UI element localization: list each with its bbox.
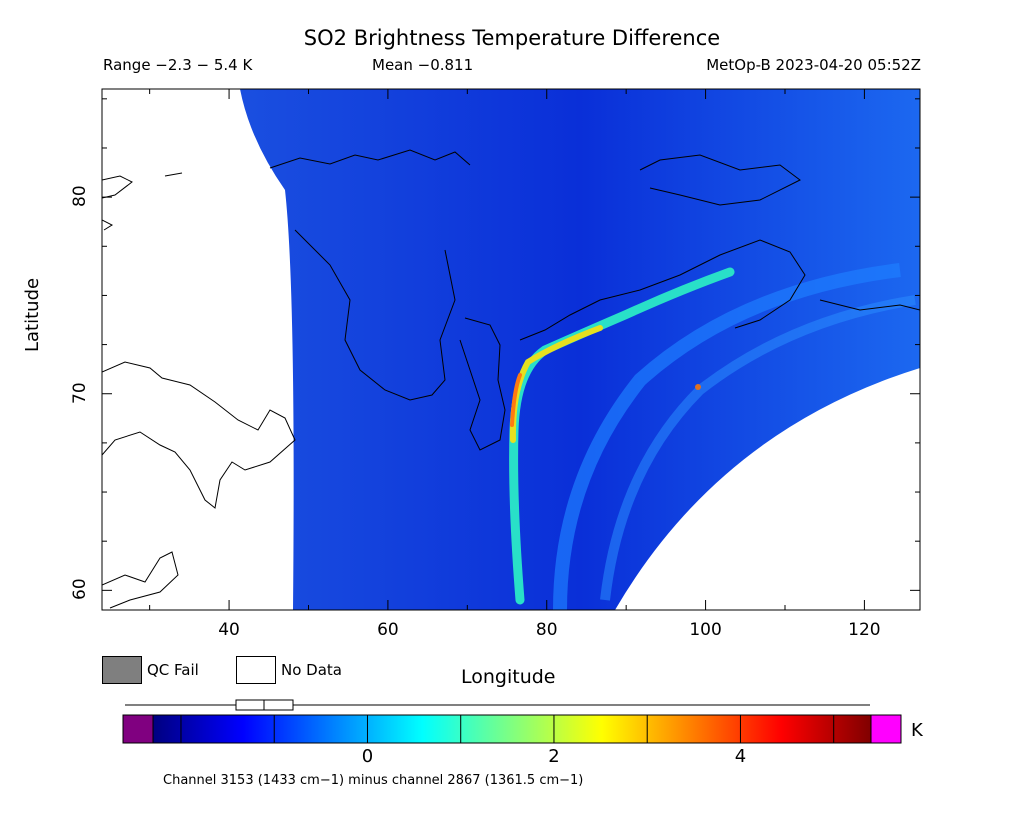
colorbar-gradient	[152, 714, 872, 744]
range-text: Range −2.3 − 5.4 K	[103, 56, 253, 74]
mean-text: Mean −0.811	[372, 56, 474, 74]
plot-frame	[101, 88, 921, 611]
so2-plume-peak	[510, 373, 522, 427]
no-data-swatch	[236, 656, 276, 684]
x-tick-label: 100	[689, 620, 722, 640]
y-tick-label: 60	[70, 578, 90, 601]
colorbar-tick-label: 0	[361, 746, 374, 767]
qc-fail-swatch	[102, 656, 142, 684]
y-axis-label: Latitude	[22, 277, 43, 352]
y-tick-label: 80	[70, 185, 90, 208]
colorbar-under-swatch	[122, 714, 154, 744]
colorbar-unit: K	[911, 720, 923, 741]
x-tick-label: 40	[218, 620, 240, 640]
data-swath	[240, 89, 920, 610]
satellite-datetime-text: MetOp-B 2023-04-20 05:52Z	[706, 56, 921, 74]
colorbar-tick-label: 2	[548, 746, 560, 767]
colorbar-ticks	[180, 715, 835, 743]
x-tick-label: 120	[848, 620, 881, 640]
x-tick-label: 60	[377, 620, 399, 640]
x-axis-label: Longitude	[461, 666, 556, 688]
no-data-label: No Data	[281, 661, 342, 679]
enhancement-band-outer	[553, 263, 901, 610]
x-tick-label: 80	[535, 620, 558, 640]
coastlines	[102, 149, 920, 609]
so2-hotspot	[695, 384, 701, 390]
plot-title: SO2 Brightness Temperature Difference	[303, 26, 721, 50]
colorbar-over-swatch	[870, 714, 902, 744]
qc-fail-label: QC Fail	[147, 661, 199, 679]
axis-ticks	[102, 89, 920, 610]
channel-footnote: Channel 3153 (1433 cm−1) minus channel 2…	[163, 773, 584, 788]
colorbar-tick-label: 4	[734, 746, 747, 767]
enhancement-band-inner	[600, 295, 916, 601]
y-tick-label: 70	[70, 382, 90, 404]
